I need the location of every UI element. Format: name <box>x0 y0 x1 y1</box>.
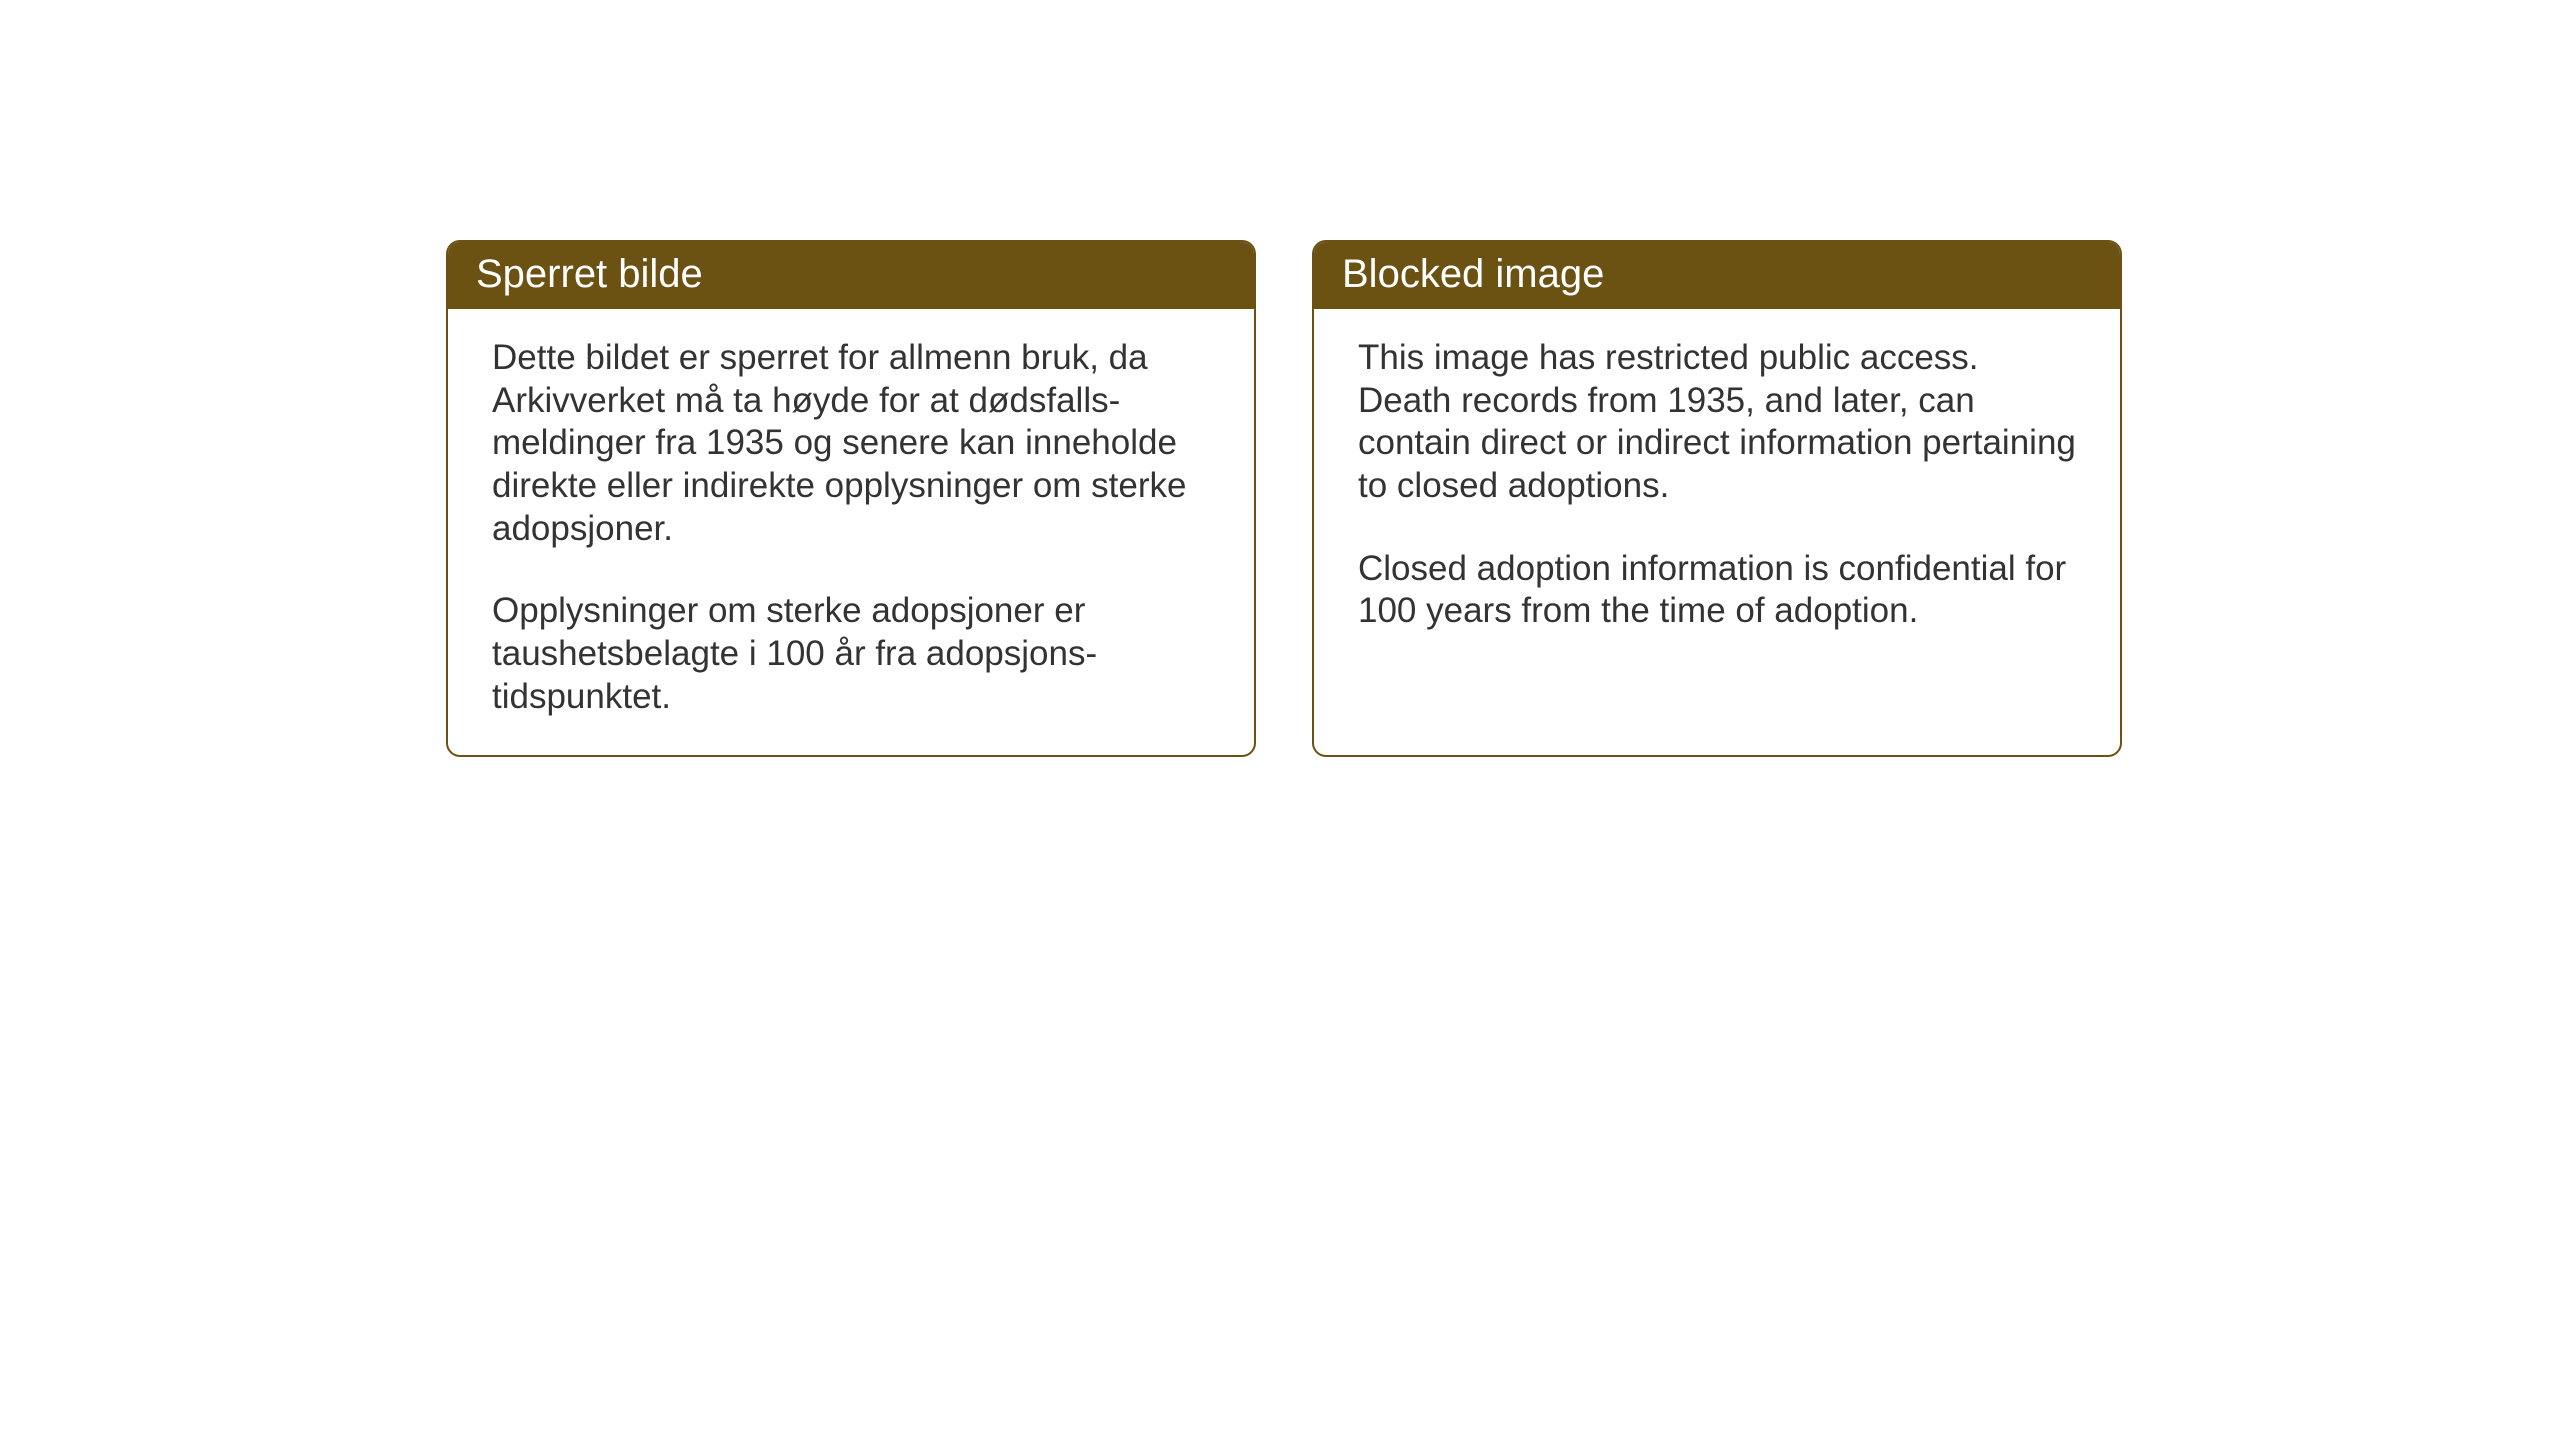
notice-paragraph-english-1: This image has restricted public access.… <box>1358 337 2076 508</box>
notice-card-english: Blocked image This image has restricted … <box>1312 240 2122 757</box>
notice-body-english: This image has restricted public access.… <box>1314 309 2120 711</box>
notice-paragraph-norwegian-1: Dette bildet er sperret for allmenn bruk… <box>492 337 1210 550</box>
notice-paragraph-english-2: Closed adoption information is confident… <box>1358 548 2076 633</box>
notice-title-english: Blocked image <box>1342 252 1604 296</box>
notice-header-english: Blocked image <box>1314 242 2120 309</box>
notice-title-norwegian: Sperret bilde <box>476 252 703 296</box>
notice-paragraph-norwegian-2: Opplysninger om sterke adopsjoner er tau… <box>492 590 1210 718</box>
notice-container: Sperret bilde Dette bildet er sperret fo… <box>446 240 2122 757</box>
notice-header-norwegian: Sperret bilde <box>448 242 1254 309</box>
notice-body-norwegian: Dette bildet er sperret for allmenn bruk… <box>448 309 1254 755</box>
notice-card-norwegian: Sperret bilde Dette bildet er sperret fo… <box>446 240 1256 757</box>
